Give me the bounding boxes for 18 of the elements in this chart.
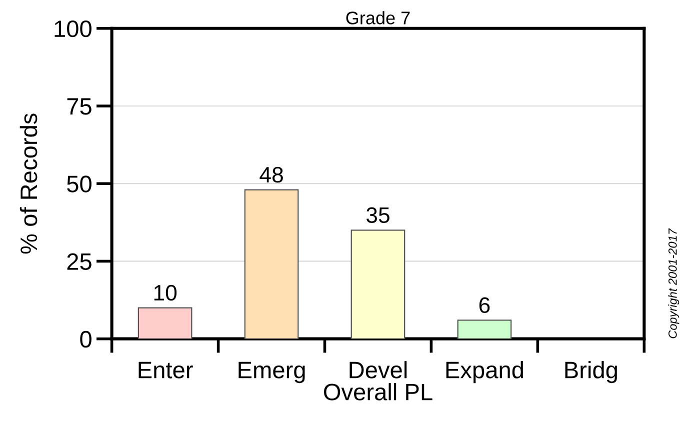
y-tick-label: 0 [80, 330, 92, 348]
text: Copyright 2001-2017 [668, 228, 680, 338]
x-axis-title: Overall PL [324, 383, 432, 400]
y-tick-label: 25 [67, 253, 92, 270]
x-tick-label: Bridg [565, 361, 617, 384]
x-tick-label: Devel [350, 361, 407, 378]
data-label: 6 [479, 297, 490, 314]
y-axis-title: % of Records [20, 114, 38, 254]
y-tick-label: 75 [67, 98, 92, 115]
data-label: 10 [154, 284, 177, 301]
data-label: 48 [260, 166, 283, 183]
x-tick-label: Enter [138, 362, 193, 378]
x-tick-label: Expand [446, 361, 523, 384]
x-tick-label: Emerg [238, 362, 305, 384]
y-tick-label: 100 [54, 20, 92, 38]
data-label: 35 [366, 207, 390, 224]
y-tick-label: 50 [67, 176, 92, 192]
chart-title: Grade 7 [346, 11, 410, 24]
